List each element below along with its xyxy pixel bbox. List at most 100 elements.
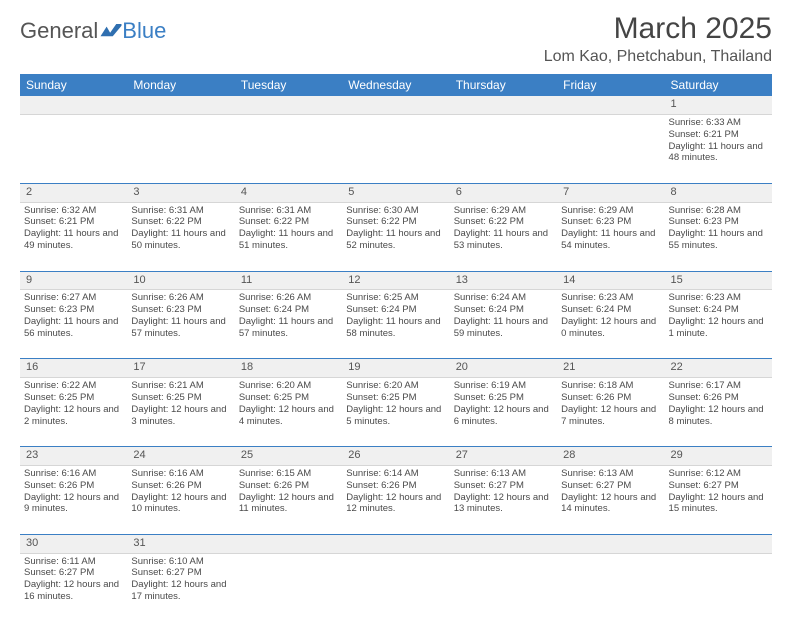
day-detail-cell: Sunrise: 6:17 AMSunset: 6:26 PMDaylight:… (665, 378, 772, 447)
sunrise-text: Sunrise: 6:11 AM (24, 556, 123, 568)
logo: General Blue (20, 18, 166, 44)
day-detail-cell: Sunrise: 6:20 AMSunset: 6:25 PMDaylight:… (342, 378, 449, 447)
day-number-cell: 23 (20, 447, 127, 466)
daylight-text: Daylight: 12 hours and 7 minutes. (561, 404, 660, 428)
day-detail-cell: Sunrise: 6:12 AMSunset: 6:27 PMDaylight:… (665, 465, 772, 534)
sunset-text: Sunset: 6:25 PM (24, 392, 123, 404)
sunset-text: Sunset: 6:24 PM (346, 304, 445, 316)
day-detail-cell: Sunrise: 6:26 AMSunset: 6:24 PMDaylight:… (235, 290, 342, 359)
day-number-cell: 13 (450, 271, 557, 290)
day-detail-cell: Sunrise: 6:31 AMSunset: 6:22 PMDaylight:… (127, 202, 234, 271)
daylight-text: Daylight: 12 hours and 3 minutes. (131, 404, 230, 428)
sunrise-text: Sunrise: 6:16 AM (24, 468, 123, 480)
day-number-cell (450, 534, 557, 553)
sunrise-text: Sunrise: 6:15 AM (239, 468, 338, 480)
sunrise-text: Sunrise: 6:20 AM (239, 380, 338, 392)
sunset-text: Sunset: 6:26 PM (669, 392, 768, 404)
sunset-text: Sunset: 6:27 PM (454, 480, 553, 492)
day-number-cell: 6 (450, 183, 557, 202)
day-detail-cell (20, 114, 127, 183)
daylight-text: Daylight: 12 hours and 0 minutes. (561, 316, 660, 340)
day-header: Tuesday (235, 74, 342, 96)
sunset-text: Sunset: 6:27 PM (561, 480, 660, 492)
sunrise-text: Sunrise: 6:22 AM (24, 380, 123, 392)
day-number-cell: 4 (235, 183, 342, 202)
sunset-text: Sunset: 6:25 PM (346, 392, 445, 404)
sunrise-text: Sunrise: 6:13 AM (561, 468, 660, 480)
day-detail-cell: Sunrise: 6:23 AMSunset: 6:24 PMDaylight:… (557, 290, 664, 359)
sunset-text: Sunset: 6:26 PM (561, 392, 660, 404)
day-detail-cell: Sunrise: 6:23 AMSunset: 6:24 PMDaylight:… (665, 290, 772, 359)
daylight-text: Daylight: 11 hours and 50 minutes. (131, 228, 230, 252)
sunrise-text: Sunrise: 6:23 AM (561, 292, 660, 304)
day-number-cell: 31 (127, 534, 234, 553)
daylight-text: Daylight: 12 hours and 10 minutes. (131, 492, 230, 516)
daylight-text: Daylight: 11 hours and 58 minutes. (346, 316, 445, 340)
day-number-cell (235, 534, 342, 553)
sunrise-text: Sunrise: 6:29 AM (561, 205, 660, 217)
day-header: Thursday (450, 74, 557, 96)
day-detail-cell: Sunrise: 6:29 AMSunset: 6:23 PMDaylight:… (557, 202, 664, 271)
daylight-text: Daylight: 11 hours and 55 minutes. (669, 228, 768, 252)
month-title: March 2025 (544, 12, 772, 46)
daylight-text: Daylight: 11 hours and 57 minutes. (239, 316, 338, 340)
day-detail-cell: Sunrise: 6:14 AMSunset: 6:26 PMDaylight:… (342, 465, 449, 534)
sunrise-text: Sunrise: 6:24 AM (454, 292, 553, 304)
sunset-text: Sunset: 6:24 PM (669, 304, 768, 316)
day-number-cell: 8 (665, 183, 772, 202)
day-number-cell (342, 534, 449, 553)
day-number-cell: 7 (557, 183, 664, 202)
day-number-cell: 27 (450, 447, 557, 466)
day-header: Friday (557, 74, 664, 96)
sunset-text: Sunset: 6:26 PM (24, 480, 123, 492)
day-number-cell: 2 (20, 183, 127, 202)
day-detail-cell: Sunrise: 6:25 AMSunset: 6:24 PMDaylight:… (342, 290, 449, 359)
sunset-text: Sunset: 6:23 PM (131, 304, 230, 316)
day-number-cell: 5 (342, 183, 449, 202)
daylight-text: Daylight: 12 hours and 14 minutes. (561, 492, 660, 516)
sunrise-text: Sunrise: 6:29 AM (454, 205, 553, 217)
day-detail-cell (127, 114, 234, 183)
sunset-text: Sunset: 6:23 PM (24, 304, 123, 316)
day-detail-cell (235, 114, 342, 183)
day-detail-cell: Sunrise: 6:13 AMSunset: 6:27 PMDaylight:… (557, 465, 664, 534)
sunrise-text: Sunrise: 6:14 AM (346, 468, 445, 480)
daylight-text: Daylight: 12 hours and 16 minutes. (24, 579, 123, 603)
sunrise-text: Sunrise: 6:13 AM (454, 468, 553, 480)
daylight-text: Daylight: 12 hours and 11 minutes. (239, 492, 338, 516)
daylight-text: Daylight: 12 hours and 4 minutes. (239, 404, 338, 428)
daylight-text: Daylight: 12 hours and 1 minute. (669, 316, 768, 340)
daylight-text: Daylight: 11 hours and 52 minutes. (346, 228, 445, 252)
day-detail-cell: Sunrise: 6:29 AMSunset: 6:22 PMDaylight:… (450, 202, 557, 271)
day-number-cell: 19 (342, 359, 449, 378)
daylight-text: Daylight: 11 hours and 53 minutes. (454, 228, 553, 252)
day-number-cell (235, 96, 342, 114)
sunrise-text: Sunrise: 6:21 AM (131, 380, 230, 392)
day-detail-cell: Sunrise: 6:24 AMSunset: 6:24 PMDaylight:… (450, 290, 557, 359)
sunset-text: Sunset: 6:27 PM (24, 567, 123, 579)
sunset-text: Sunset: 6:23 PM (561, 216, 660, 228)
sunset-text: Sunset: 6:27 PM (669, 480, 768, 492)
sunrise-text: Sunrise: 6:31 AM (239, 205, 338, 217)
day-detail-cell: Sunrise: 6:33 AMSunset: 6:21 PMDaylight:… (665, 114, 772, 183)
day-detail-cell: Sunrise: 6:16 AMSunset: 6:26 PMDaylight:… (20, 465, 127, 534)
day-detail-cell (342, 114, 449, 183)
day-number-cell (20, 96, 127, 114)
day-detail-cell: Sunrise: 6:28 AMSunset: 6:23 PMDaylight:… (665, 202, 772, 271)
day-number-cell: 1 (665, 96, 772, 114)
day-detail-cell: Sunrise: 6:18 AMSunset: 6:26 PMDaylight:… (557, 378, 664, 447)
daylight-text: Daylight: 12 hours and 8 minutes. (669, 404, 768, 428)
sunset-text: Sunset: 6:26 PM (131, 480, 230, 492)
sunrise-text: Sunrise: 6:26 AM (239, 292, 338, 304)
daylight-text: Daylight: 12 hours and 9 minutes. (24, 492, 123, 516)
day-header: Monday (127, 74, 234, 96)
day-detail-cell: Sunrise: 6:30 AMSunset: 6:22 PMDaylight:… (342, 202, 449, 271)
calendar-head: SundayMondayTuesdayWednesdayThursdayFrid… (20, 74, 772, 96)
calendar-table: SundayMondayTuesdayWednesdayThursdayFrid… (20, 74, 772, 622)
daylight-text: Daylight: 12 hours and 15 minutes. (669, 492, 768, 516)
daylight-text: Daylight: 11 hours and 59 minutes. (454, 316, 553, 340)
sunrise-text: Sunrise: 6:16 AM (131, 468, 230, 480)
daylight-text: Daylight: 11 hours and 49 minutes. (24, 228, 123, 252)
location: Lom Kao, Phetchabun, Thailand (544, 48, 772, 66)
sunrise-text: Sunrise: 6:25 AM (346, 292, 445, 304)
